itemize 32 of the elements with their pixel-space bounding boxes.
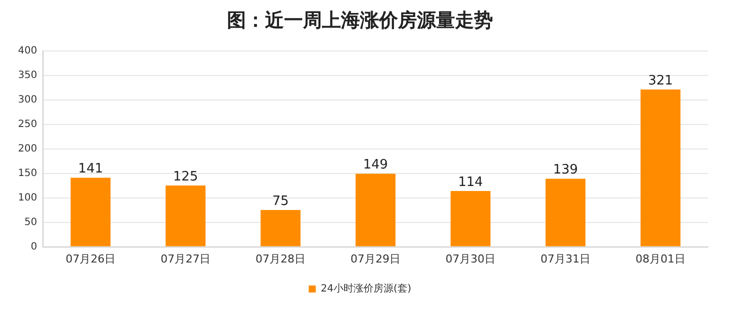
- y-tick-label: 350: [18, 70, 38, 81]
- y-tick-label: 250: [18, 118, 38, 130]
- x-tick-label: 07月28日: [256, 252, 306, 266]
- x-tick-label: 07月31日: [540, 252, 591, 266]
- x-tick-label: 08月01日: [636, 252, 686, 266]
- y-tick-label: 200: [18, 143, 38, 154]
- y-tick-label: 0: [30, 241, 38, 252]
- y-tick-label: 100: [18, 192, 38, 204]
- bar: [70, 178, 111, 246]
- bar: [640, 90, 680, 246]
- data-label: 75: [272, 194, 289, 209]
- bar: [546, 178, 586, 246]
- legend-label: 24小时涨价房源(套): [320, 282, 412, 295]
- y-tick-label: 150: [18, 168, 38, 179]
- bar: [356, 174, 396, 246]
- x-tick-label: 07月29日: [350, 252, 401, 266]
- y-tick-label: 50: [24, 216, 38, 228]
- x-tick-label: 07月26日: [66, 252, 116, 266]
- y-tick-label: 300: [18, 94, 38, 106]
- data-label: 125: [173, 169, 198, 184]
- x-tick-label: 07月30日: [446, 252, 496, 266]
- bar: [260, 210, 301, 246]
- bar: [450, 190, 490, 246]
- chart-title: 图：近一周上海涨价房源量走势: [227, 9, 493, 32]
- x-tick-label: 07月27日: [160, 252, 211, 266]
- data-label: 321: [648, 73, 673, 88]
- data-label: 149: [363, 158, 388, 173]
- data-label: 139: [553, 162, 578, 178]
- data-label: 141: [78, 162, 103, 177]
- y-tick-label: 400: [18, 45, 38, 56]
- data-label: 114: [458, 174, 483, 190]
- bar: [166, 186, 206, 246]
